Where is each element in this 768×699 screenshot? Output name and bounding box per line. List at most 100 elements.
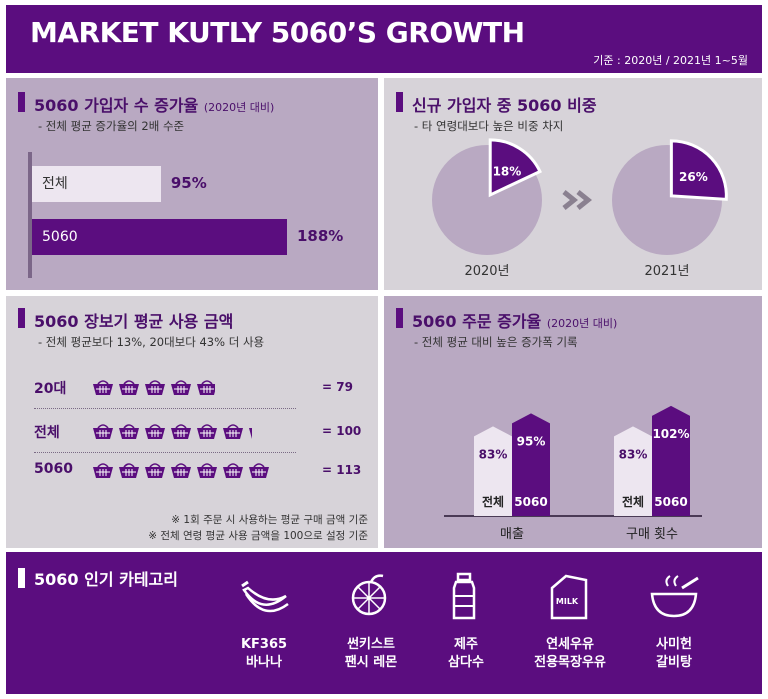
basket-icon (248, 461, 269, 479)
basket-handle (227, 424, 239, 429)
basket-weave (122, 430, 136, 437)
soup-bowl-icon (650, 575, 699, 618)
page-title: MARKET KUTLY 5060’S GROWTH (30, 16, 525, 49)
panel4-subtitle: - 전체 평균 대비 높은 증가폭 기록 (414, 335, 578, 349)
basket-icon (170, 378, 192, 396)
basket-handle (97, 380, 109, 385)
category-label-line1: KF365 (240, 637, 288, 652)
basket-glyph (145, 380, 165, 395)
lemon-icon (351, 574, 387, 616)
chevron-right-icon (562, 190, 579, 210)
basket-glyph (197, 424, 217, 439)
panel2-title: 신규 가입자 중 5060 비중 (412, 96, 597, 115)
banana-icon (241, 580, 289, 613)
category-label-line1: 썬키스트 (347, 637, 395, 652)
panel4-title: 5060 주문 증가율 (2020년 대비) (412, 308, 617, 332)
bar (614, 426, 652, 516)
panel3-subtitle: - 전체 평균보다 13%, 20대보다 43% 더 사용 (38, 335, 265, 349)
panel4-title-small: (2020년 대비) (546, 317, 618, 330)
pie-slice-group (488, 138, 542, 198)
basket-weave (174, 386, 188, 393)
basket-weave (122, 469, 136, 476)
basket-weave (252, 469, 266, 476)
basket-glyph (119, 380, 139, 395)
bar-value-label: 83% (619, 447, 648, 461)
basket-glyph (197, 380, 216, 395)
category-label: 구매 횟수 (626, 527, 678, 542)
date-basis: 기준 : 2020년 / 2021년 1~5월 (593, 54, 748, 67)
basket-icon (170, 461, 192, 479)
basket-glyph (171, 424, 191, 439)
bar-value-label: 188% (297, 227, 344, 245)
basket-glyph (93, 424, 113, 439)
basket-handle (123, 380, 135, 385)
panel-order-growth (384, 296, 762, 548)
basket-glyph (223, 424, 243, 439)
row-label: 전체 (34, 425, 60, 441)
panel2-subtitle: - 타 연령대보다 높은 비중 차지 (414, 119, 564, 133)
basket-handle (175, 424, 187, 429)
bar-value-label: 95% (517, 434, 546, 448)
pie-slice (488, 138, 542, 198)
basket-glyph (171, 463, 191, 478)
bar-value-label: 102% (652, 427, 689, 441)
basket-weave (226, 469, 240, 476)
milk-carton-lettering: MILK (556, 597, 579, 606)
basket-icon (248, 422, 252, 440)
bar: 전체 (32, 166, 161, 202)
basket-handle (253, 463, 265, 468)
basket-icon (144, 378, 166, 396)
title-marker (18, 308, 25, 328)
pie-year-label: 2020년 (464, 264, 509, 279)
basket-handle (175, 380, 187, 385)
basket-body (249, 428, 252, 439)
basket-weave (174, 430, 188, 437)
category-label-line1: 연세우유 (546, 637, 594, 652)
basket-icon (92, 422, 114, 440)
pie-charts: 18% 2020년 26% 2021년 (432, 138, 728, 279)
banana-outline (244, 593, 289, 613)
lemon-segments (353, 582, 385, 614)
category-label-line2: 전용목장우유 (534, 655, 606, 670)
header-banner (6, 5, 762, 73)
category-label-line1: 사미헌 (656, 637, 692, 652)
basket-icon (222, 461, 244, 479)
basket-handle (149, 380, 161, 385)
basket-handle (97, 463, 109, 468)
milk-carton-icon: MILK (550, 574, 588, 620)
category-label-line1: 제주 (454, 637, 478, 652)
basket-weave (122, 386, 136, 393)
basket-glyph (145, 463, 165, 478)
bowl-outline (650, 592, 698, 618)
category-icon-wrap (648, 572, 700, 624)
category-label-line2: 바나나 (246, 655, 282, 670)
basket-weave (174, 469, 188, 476)
basket-weave (148, 430, 162, 437)
basket-handle (97, 424, 109, 429)
basket-icon (196, 461, 218, 479)
pie-slice (669, 139, 728, 201)
basket-handle (201, 463, 213, 468)
basket-glyph (197, 463, 217, 478)
basket-handle (175, 463, 187, 468)
basket-icon (92, 461, 114, 479)
pie-slice-group (669, 139, 728, 201)
basket-handle (201, 424, 213, 429)
row-divider (34, 452, 296, 453)
panel1-subtitle: - 전체 평균 증가율의 2배 수준 (38, 119, 185, 133)
basket-icon (118, 378, 140, 396)
bottle-body (452, 580, 476, 620)
series-label: 5060 (514, 495, 547, 509)
row-value: = 100 (322, 424, 362, 438)
title-marker (18, 92, 25, 112)
order-growth-chart: 83% 전체 95% 5060 매출 83% 전체 102% 5060 구매 횟수 (444, 405, 702, 542)
row-label: 20대 (34, 381, 67, 397)
pie-year-label: 2021년 (644, 264, 689, 279)
panel1-title-text: 5060 가입자 수 증가율 (34, 96, 199, 115)
category-icon-wrap: MILK (544, 572, 596, 624)
category-label: 사미헌 갈비탕 (614, 636, 734, 672)
panel-average-spend (6, 296, 378, 548)
banana-stem (241, 580, 249, 588)
bar: 5060 (32, 219, 287, 255)
basket-handle (227, 463, 239, 468)
